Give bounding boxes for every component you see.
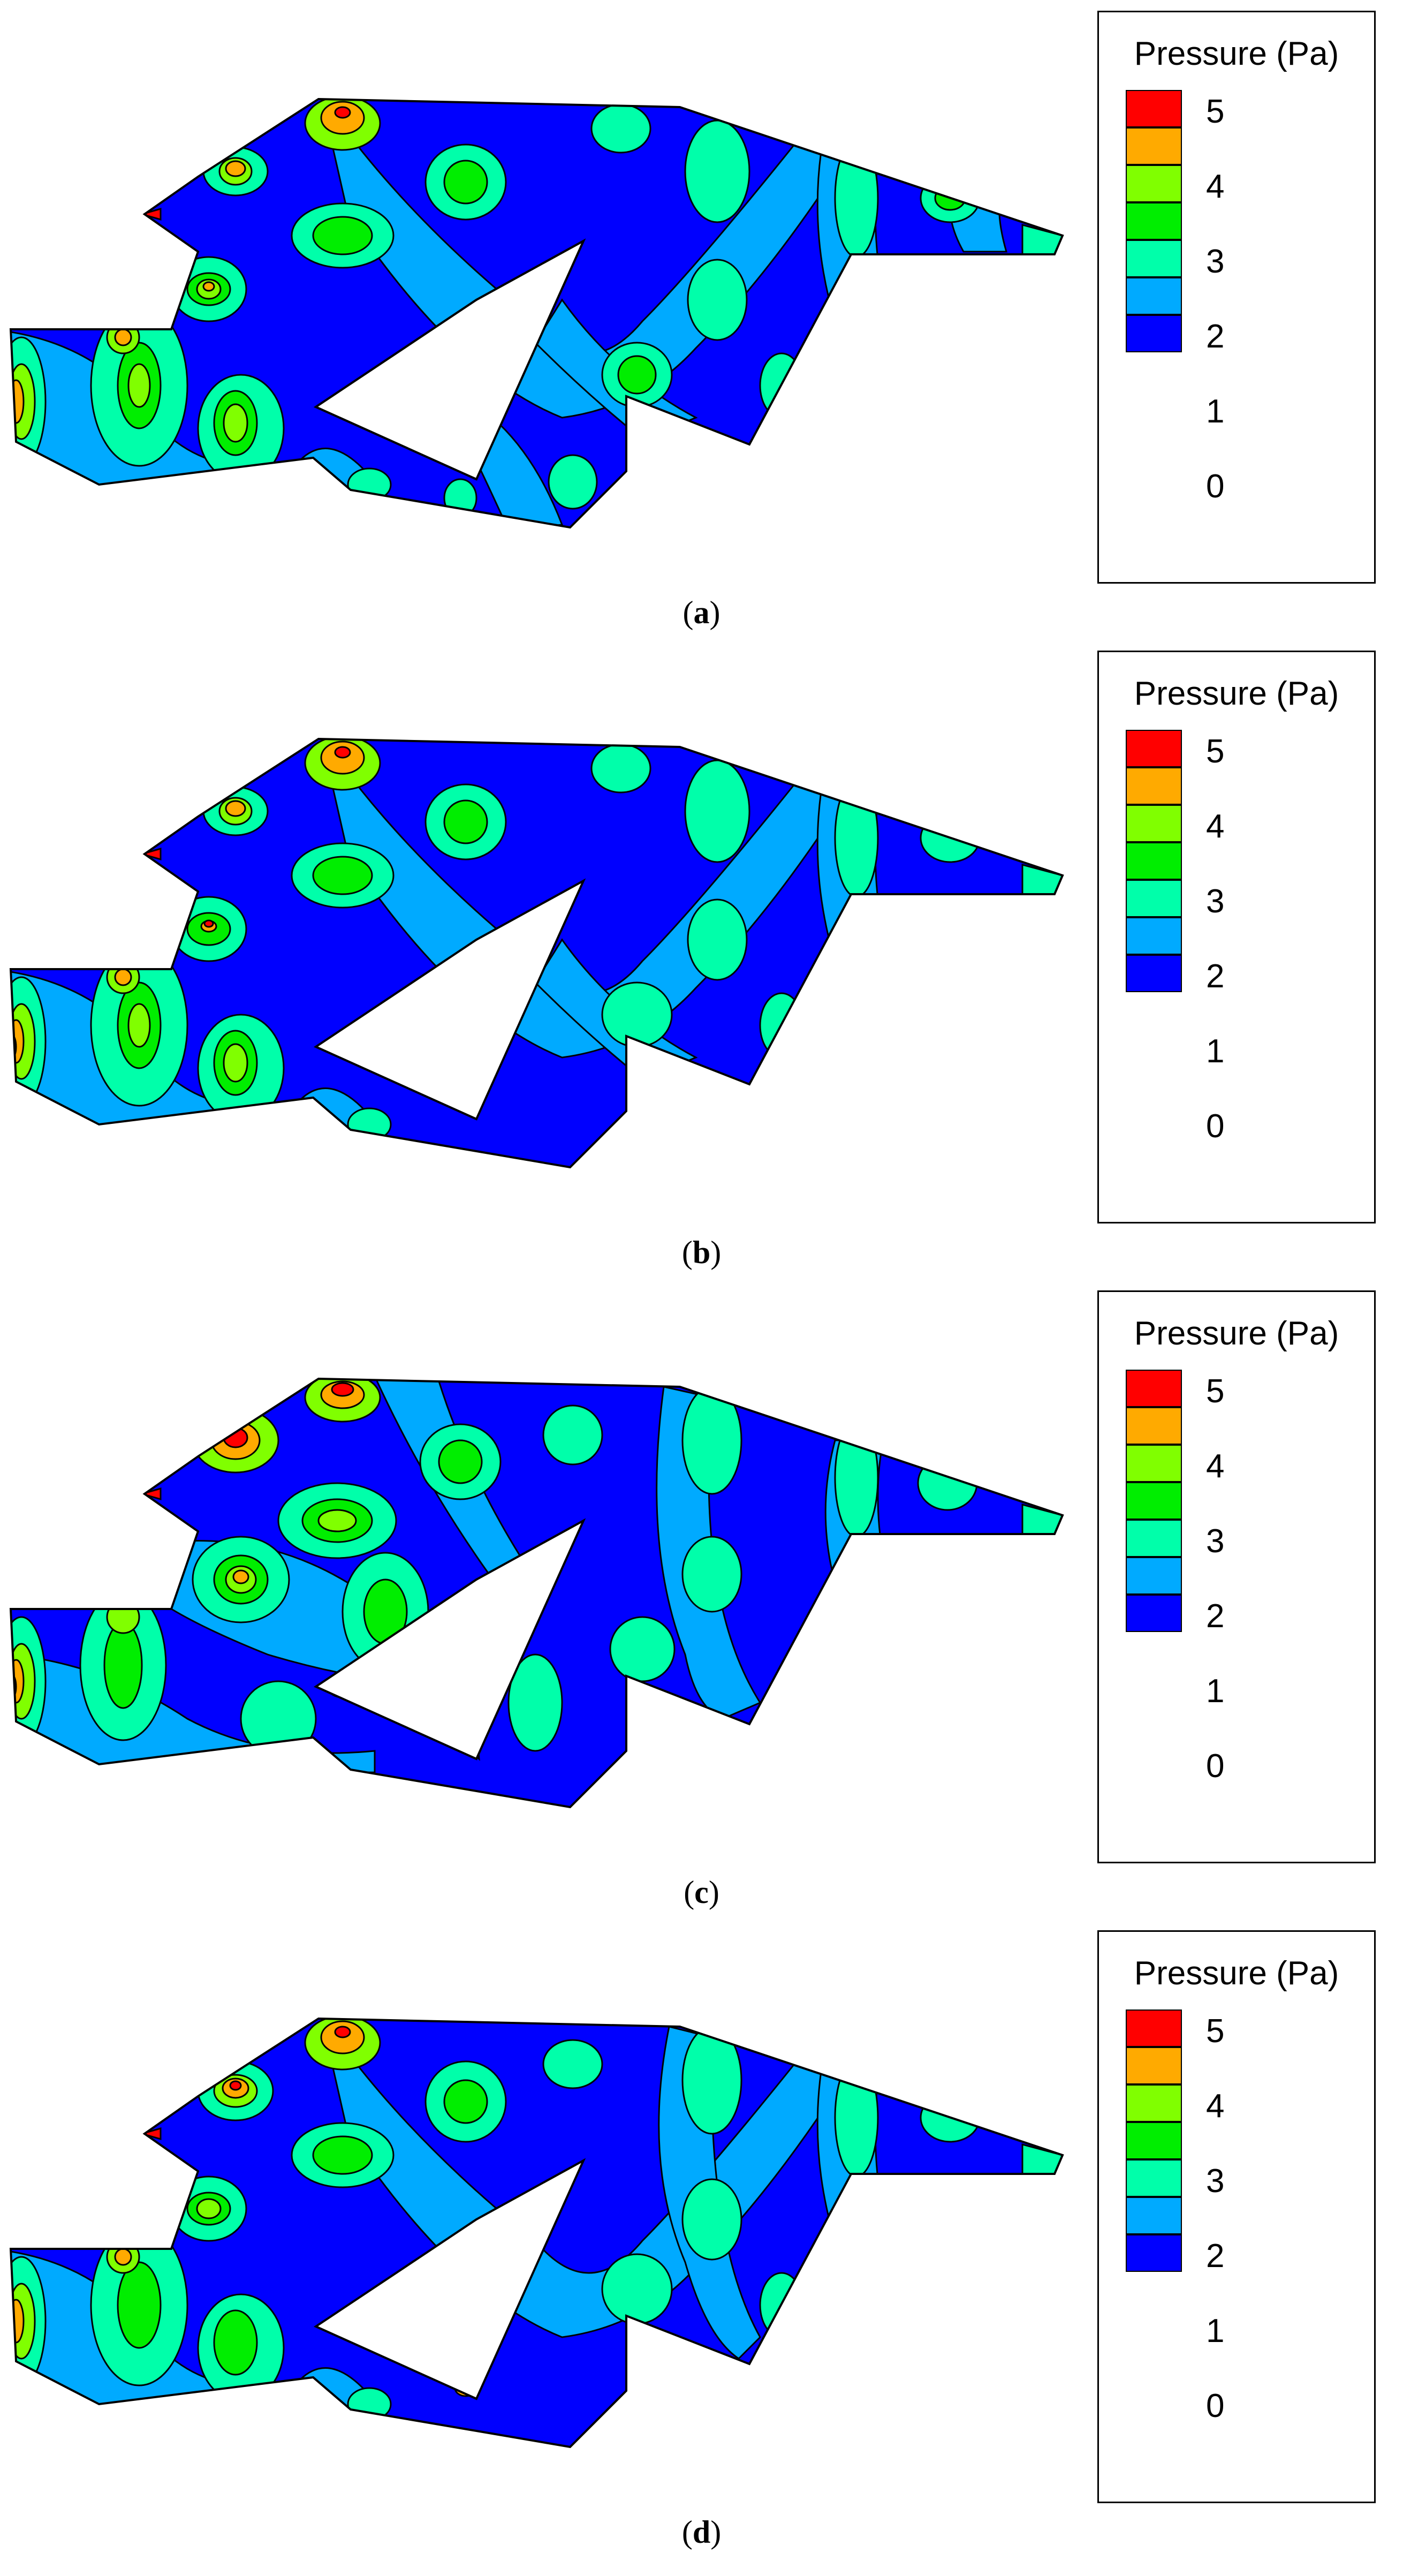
pressure-legend: Pressure (Pa) 5 4 3 2 1 0 [1097,1930,1376,2503]
legend-tick-4: 4 [1206,2088,1225,2125]
legend-swatch-light-green [1126,805,1182,842]
pressure-contour-plot [9,737,1064,1169]
panel-a: Pressure (Pa) 5 4 3 2 1 0 (a) [0,0,1403,637]
legend-tick-4: 4 [1206,1448,1225,1485]
legend-title: Pressure (Pa) [1134,1955,1339,1992]
legend-tick-0: 0 [1206,1748,1225,1785]
legend-swatch-green [1126,202,1182,240]
caption-letter: d [692,2514,711,2550]
panel-c: Pressure (Pa) 5 4 3 2 1 0 (c) [0,1280,1403,1917]
legend-swatch-orange [1126,2047,1182,2084]
legend-swatch-blue [1126,315,1182,352]
legend-tick-2: 2 [1206,2238,1225,2275]
pressure-contour-plot [9,1377,1064,1809]
legend-swatch-light-blue [1126,2197,1182,2234]
legend-tick-5: 5 [1206,2013,1225,2050]
legend-swatch-light-green [1126,1445,1182,1482]
pressure-legend: Pressure (Pa) 5 4 3 2 1 0 [1097,1290,1376,1863]
legend-swatch-orange [1126,127,1182,165]
legend-swatch-light-green [1126,2084,1182,2122]
legend-swatch-red [1126,1370,1182,1407]
legend-title: Pressure (Pa) [1134,675,1339,712]
panel-caption: (b) [681,1235,722,1270]
pressure-contour-plot [9,2017,1064,2449]
legend-tick-1: 1 [1206,1033,1225,1070]
legend-tick-3: 3 [1206,883,1225,920]
legend-swatch-green [1126,842,1182,880]
legend-tick-4: 4 [1206,168,1225,205]
legend-title: Pressure (Pa) [1134,35,1339,72]
legend-swatch-blue [1126,2234,1182,2272]
pressure-legend: Pressure (Pa) 5 4 3 2 1 0 [1097,651,1376,1223]
legend-tick-3: 3 [1206,243,1225,280]
legend-swatch-light-blue [1126,277,1182,315]
legend-swatch-green [1126,2122,1182,2159]
legend-swatch-blue [1126,955,1182,992]
legend-tick-0: 0 [1206,2388,1225,2424]
legend-tick-1: 1 [1206,1673,1225,1710]
legend-swatch-red [1126,2010,1182,2047]
legend-tick-2: 2 [1206,958,1225,995]
legend-swatch-red [1126,730,1182,767]
panel-caption: (c) [684,1875,719,1910]
legend-tick-0: 0 [1206,1108,1225,1145]
legend-tick-1: 1 [1206,2313,1225,2350]
legend-tick-5: 5 [1206,733,1225,770]
legend-swatch-blue [1126,1595,1182,1632]
panel-b: Pressure (Pa) 5 4 3 2 1 0 (b) [0,640,1403,1277]
legend-swatch-light-blue [1126,1557,1182,1595]
legend-tick-2: 2 [1206,1598,1225,1635]
legend-swatch-orange [1126,767,1182,805]
legend-tick-5: 5 [1206,93,1225,130]
caption-letter: c [694,1875,709,1910]
legend-tick-0: 0 [1206,468,1225,505]
legend-title: Pressure (Pa) [1134,1315,1339,1352]
panel-caption: (a) [682,595,721,630]
legend-swatch-green [1126,1482,1182,1520]
legend-swatch-light-blue [1126,917,1182,955]
legend-swatch-aqua [1126,240,1182,277]
caption-letter: b [692,1235,711,1270]
legend-swatch-light-green [1126,165,1182,202]
panel-caption: (d) [681,2514,722,2550]
legend-tick-1: 1 [1206,393,1225,430]
legend-tick-3: 3 [1206,2163,1225,2200]
legend-tick-4: 4 [1206,808,1225,845]
caption-letter: a [693,595,710,630]
legend-swatch-red [1126,90,1182,127]
legend-swatch-aqua [1126,880,1182,917]
legend-swatch-orange [1126,1407,1182,1445]
panel-d: Pressure (Pa) 5 4 3 2 1 0 (d) [0,1920,1403,2557]
legend-swatch-aqua [1126,1520,1182,1557]
legend-tick-3: 3 [1206,1523,1225,1560]
legend-swatch-aqua [1126,2159,1182,2197]
legend-tick-2: 2 [1206,318,1225,355]
legend-tick-5: 5 [1206,1373,1225,1410]
pressure-contour-plot [9,97,1064,529]
pressure-legend: Pressure (Pa) 5 4 3 2 1 0 [1097,11,1376,584]
